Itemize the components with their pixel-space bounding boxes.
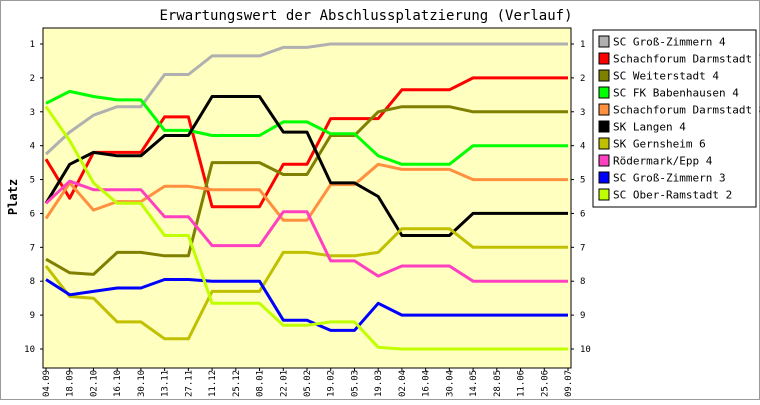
x-tick-label: 18.09 [66, 370, 76, 397]
x-tick-label: 30.04 [445, 370, 455, 397]
legend-swatch [598, 120, 610, 133]
y-tick-label-right: 10 [580, 345, 591, 355]
series-lines [44, 42, 568, 351]
series-line [45, 278, 568, 332]
legend-swatch [598, 35, 610, 48]
legend-label: SC Groß-Zimmern 3 [613, 172, 726, 185]
x-tick-label: 13.11 [161, 370, 171, 397]
x-tick-label: 02.10 [89, 370, 99, 397]
y-ticks-right: 1 2 3 4 5 6 7 8 9 10 [571, 40, 591, 355]
legend: SC Groß-Zimmern 4 Schachforum Darmstadt 7… [592, 29, 760, 208]
series-line [44, 42, 568, 156]
y-ticks-left: 1 2 3 4 5 6 7 8 9 10 [24, 40, 43, 355]
x-tick-label: 05.03 [350, 370, 360, 397]
legend-label: SC Groß-Zimmern 4 [613, 36, 726, 49]
x-tick-label: 09.07 [564, 370, 574, 397]
y-tick-label-left: 10 [24, 345, 35, 355]
legend-label: SC FK Babenhausen 4 [613, 87, 739, 100]
y-tick-label-left: 5 [30, 176, 35, 186]
y-tick-label-right: 3 [580, 108, 585, 118]
legend-label: SK Gernsheim 6 [613, 138, 706, 151]
legend-swatch [598, 52, 610, 65]
x-tick-label: 11.06 [517, 370, 527, 397]
series-line [45, 105, 568, 276]
series-line [44, 162, 568, 222]
legend-swatch [598, 103, 610, 116]
x-tick-label: 02.04 [398, 370, 408, 397]
chart-title: Erwartungswert der Abschlussplatzierung … [159, 8, 572, 24]
plot-area [42, 27, 572, 369]
x-tick-label: 05.02 [303, 370, 313, 397]
series-line [44, 227, 568, 341]
y-tick-label-right: 5 [580, 176, 585, 186]
y-tick-label-right: 9 [580, 311, 585, 321]
series-line [45, 89, 568, 166]
legend-label: Schachforum Darmstadt 7 [613, 53, 760, 66]
legend-label: Rödermark/Epp 4 [613, 155, 713, 168]
legend-swatch [598, 86, 610, 99]
legend-swatch [598, 69, 610, 82]
legend-label: SK Langen 4 [613, 121, 686, 134]
y-tick-label-right: 7 [580, 243, 585, 253]
y-tick-label-right: 8 [580, 277, 585, 287]
y-tick-label-left: 4 [30, 142, 35, 152]
legend-swatch [598, 137, 610, 150]
x-tick-label: 16.04 [422, 370, 432, 397]
x-tick-label: 25.06 [540, 370, 550, 397]
x-tick-label: 27.11 [184, 370, 194, 397]
x-tick-label: 19.03 [374, 370, 384, 397]
series-line [44, 105, 568, 351]
x-tick-label: 04.09 [42, 370, 52, 397]
x-tick-label: 22.01 [279, 370, 289, 397]
y-tick-label-right: 2 [580, 74, 585, 84]
series-line [44, 179, 568, 283]
x-ticks: 04.09 18.09 02.10 16.10 30.10 13.11 27.11 11.12… [42, 368, 574, 397]
legend-swatch [598, 171, 610, 184]
x-tick-label: 30.10 [137, 370, 147, 397]
y-tick-label-left: 9 [30, 311, 35, 321]
legend-label: SC Ober-Ramstadt 2 [613, 189, 732, 202]
legend-label: Schachforum Darmstadt 8 [613, 104, 760, 117]
x-tick-label: 14.05 [469, 370, 479, 397]
series-line [44, 76, 568, 209]
legend-swatch [598, 188, 610, 201]
y-tick-label-right: 1 [580, 40, 585, 50]
y-tick-label-right: 6 [580, 209, 585, 219]
y-tick-label-left: 8 [30, 277, 35, 287]
y-tick-label-left: 2 [30, 74, 35, 84]
x-tick-label: 25.12 [232, 370, 242, 397]
x-tick-label: 08.01 [256, 370, 266, 397]
y-tick-label-left: 3 [30, 108, 35, 118]
x-tick-label: 28.05 [493, 370, 503, 397]
legend-box [592, 29, 757, 208]
y-axis-label: Platz [6, 179, 20, 215]
y-tick-label-right: 4 [580, 142, 585, 152]
y-tick-label-left: 7 [30, 243, 35, 253]
series-line [44, 95, 568, 237]
legend-swatch [598, 154, 610, 167]
legend-label: SC Weiterstadt 4 [613, 70, 719, 83]
y-tick-label-left: 1 [30, 40, 35, 50]
x-tick-label: 16.10 [113, 370, 123, 397]
x-tick-label: 19.02 [327, 370, 337, 397]
y-tick-label-left: 6 [30, 209, 35, 219]
x-tick-label: 11.12 [208, 370, 218, 397]
